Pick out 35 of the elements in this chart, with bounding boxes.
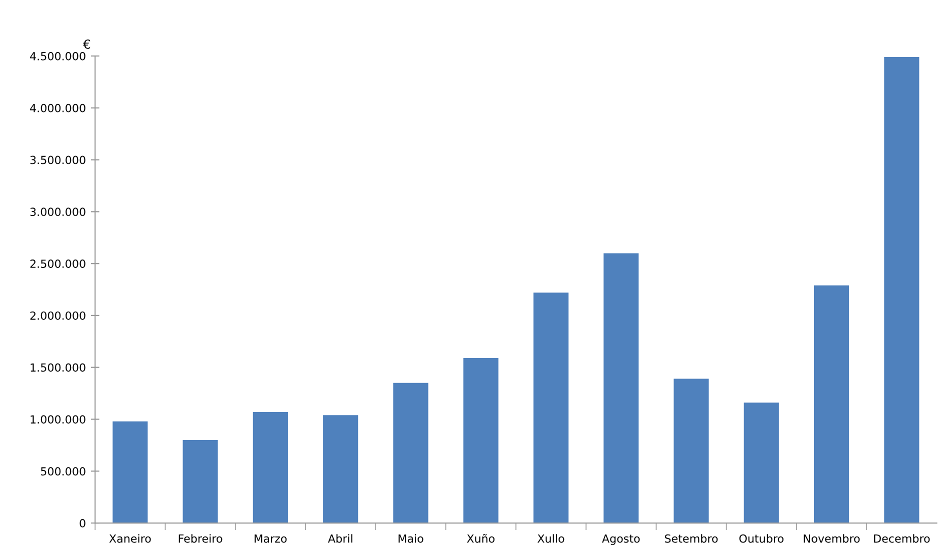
bar — [604, 253, 639, 524]
y-tick-label: 1.500.000 — [30, 363, 86, 372]
x-tick-label: Novembro — [804, 534, 860, 543]
bar — [533, 292, 569, 524]
bar — [744, 402, 779, 524]
y-tick-label: 2.000.000 — [30, 311, 86, 320]
bar — [393, 382, 428, 524]
x-tick-label: Outubro — [739, 534, 784, 543]
x-tick-label: Decembro — [874, 534, 930, 543]
bar — [323, 415, 358, 524]
bar — [112, 421, 148, 524]
x-tick-label: Setembro — [664, 534, 718, 543]
y-tick-label: 500.000 — [40, 467, 86, 476]
bar — [463, 358, 498, 524]
x-tick-label: Xaneiro — [109, 534, 151, 543]
y-tick-label: 4.000.000 — [30, 104, 86, 112]
x-tick-label: Maio — [398, 534, 424, 543]
bar — [674, 378, 709, 524]
y-tick-label: 1.000.000 — [30, 415, 86, 424]
bar — [884, 57, 920, 524]
y-tick-label: 2.500.000 — [30, 260, 86, 268]
bar — [814, 285, 850, 524]
x-tick-label: Febreiro — [178, 534, 222, 543]
y-tick-label: 4.500.000 — [30, 52, 86, 60]
y-tick-label: 0 — [80, 519, 86, 528]
x-tick-label: Marzo — [254, 534, 287, 543]
y-tick-label: 3.500.000 — [30, 156, 86, 164]
x-tick-label: Xullo — [538, 534, 564, 543]
y-axis-title: € — [82, 39, 90, 49]
x-tick-label: Agosto — [602, 534, 640, 545]
bar — [182, 440, 218, 524]
y-tick-label: 3.000.000 — [30, 208, 86, 216]
bar — [252, 412, 288, 524]
x-tick-label: Abril — [328, 534, 352, 543]
x-tick-label: Xuño — [466, 534, 494, 543]
